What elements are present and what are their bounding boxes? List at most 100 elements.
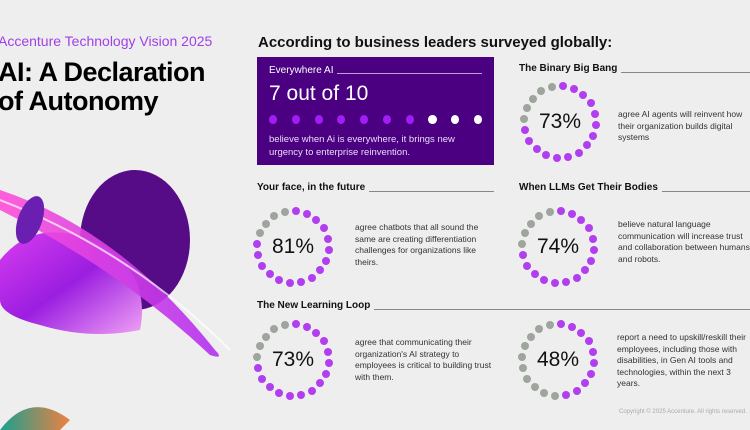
ring-dot-empty: [537, 87, 546, 96]
ring-dot-filled: [322, 256, 331, 265]
ring-dot-filled: [258, 261, 267, 270]
stat-ring: 81%: [251, 205, 335, 289]
ring-dot-empty: [518, 364, 527, 373]
ring-dot-filled: [297, 278, 306, 286]
ring-dot-empty: [535, 325, 544, 334]
stat-percent: 74%: [536, 235, 580, 258]
ring-dot-empty: [261, 332, 270, 341]
section-title-binary-big-bang: The Binary Big Bang: [519, 63, 750, 74]
ring-dot-empty: [528, 94, 537, 103]
stat-ring: 73%: [251, 318, 335, 402]
ring-dot-filled: [553, 153, 562, 162]
ring-dot-filled: [577, 328, 586, 337]
ring-dot-filled: [589, 347, 597, 356]
ring-dot-filled: [319, 224, 328, 233]
ring-dot-filled: [591, 120, 600, 129]
ring-dot-filled: [556, 207, 565, 216]
stat-percent: 81%: [271, 235, 315, 258]
ring-dot-filled: [291, 207, 300, 216]
ring-dot-filled: [258, 374, 267, 383]
ring-dot-filled: [532, 145, 541, 154]
section-title-text: The Binary Big Bang: [519, 63, 618, 74]
ring-dot-empty: [270, 212, 279, 221]
ring-dot-filled: [319, 337, 328, 346]
ring-dot-filled: [286, 278, 295, 287]
ring-dot-filled: [316, 379, 325, 388]
ring-dot-filled: [518, 251, 527, 260]
stat-ring: 74%: [516, 205, 600, 289]
ring-dot-filled: [542, 151, 551, 160]
title-line-1: AI: A Declaration: [0, 57, 206, 87]
ring-dot-filled: [297, 391, 306, 399]
ring-dot-empty: [545, 207, 554, 216]
ring-dot-filled: [253, 364, 262, 373]
ring-dot-empty: [518, 240, 527, 249]
ring-dot-filled: [589, 245, 598, 254]
section-title-your-face: Your face, in the future: [257, 182, 494, 193]
ring-dot-filled: [589, 131, 598, 140]
featured-dot-meter: [269, 115, 483, 124]
ring-dot-empty: [253, 353, 262, 362]
ring-dot-filled: [324, 234, 332, 243]
stat-ring: 48%: [516, 318, 600, 402]
ring-dot-filled: [579, 90, 588, 99]
ring-dot-filled: [291, 320, 300, 329]
featured-title: Everywhere AI: [269, 65, 334, 76]
stat-percent: 48%: [536, 348, 580, 371]
ring-dot-filled: [312, 328, 321, 337]
report-title: AI: A Declaration of Autonomy: [0, 57, 206, 116]
title-divider: [337, 73, 482, 74]
ring-dot-filled: [302, 322, 311, 331]
section-title-new-learning-loop: The New Learning Loop: [257, 300, 750, 311]
ring-dot-filled: [253, 251, 262, 260]
ring-dot-filled: [587, 369, 596, 378]
ring-dot-empty: [523, 374, 532, 383]
ring-dot-filled: [265, 383, 274, 392]
copyright: Copyright © 2025 Accenture. All rights r…: [619, 409, 747, 415]
report-eyebrow: Accenture Technology Vision 2025: [0, 33, 213, 49]
ring-dot-empty: [547, 82, 556, 91]
ring-dot-filled: [520, 126, 529, 135]
ring-dot-filled: [302, 209, 311, 218]
dot-empty: [428, 115, 437, 124]
ring-dot-empty: [520, 342, 529, 351]
ring-dot-filled: [577, 215, 586, 224]
ring-dot-filled: [324, 347, 332, 356]
stat-description: believe natural language communication w…: [618, 219, 750, 264]
survey-headline: According to business leaders surveyed g…: [258, 34, 613, 51]
dot-filled: [269, 115, 278, 124]
ring-dot-filled: [307, 273, 316, 282]
ring-dot-filled: [569, 84, 578, 93]
ring-dot-filled: [551, 278, 560, 287]
dot-filled: [314, 115, 323, 124]
stat-description: agree AI agents will reinvent how their …: [618, 109, 743, 143]
ring-dot-empty: [255, 229, 264, 238]
ring-dot-filled: [584, 337, 593, 346]
ring-dot-filled: [589, 234, 597, 243]
stat-ring: 73%: [518, 80, 602, 164]
featured-description: believe when Ai is everywhere, it brings…: [269, 134, 455, 158]
ring-dot-filled: [562, 278, 571, 286]
ring-dot-filled: [316, 266, 325, 275]
ring-dot-empty: [545, 320, 554, 329]
ring-dot-empty: [522, 104, 531, 113]
ring-dot-filled: [584, 224, 593, 233]
ring-dot-filled: [589, 358, 598, 367]
ring-dot-empty: [280, 320, 289, 329]
ring-dot-filled: [286, 391, 295, 400]
ring-dot-empty: [280, 207, 289, 216]
stat-percent: 73%: [538, 110, 582, 133]
dot-empty: [473, 115, 483, 124]
ring-dot-filled: [324, 358, 333, 367]
section-title-text: Your face, in the future: [257, 182, 366, 193]
dot-filled: [405, 115, 414, 124]
ring-dot-empty: [518, 353, 527, 362]
ring-dot-empty: [270, 325, 279, 334]
title-line-2: of Autonomy: [0, 86, 158, 116]
dot-filled: [291, 115, 300, 124]
title-divider: [621, 72, 750, 73]
ring-dot-filled: [574, 148, 583, 157]
ring-dot-filled: [265, 270, 274, 279]
title-divider: [661, 191, 750, 192]
ring-dot-filled: [324, 245, 333, 254]
